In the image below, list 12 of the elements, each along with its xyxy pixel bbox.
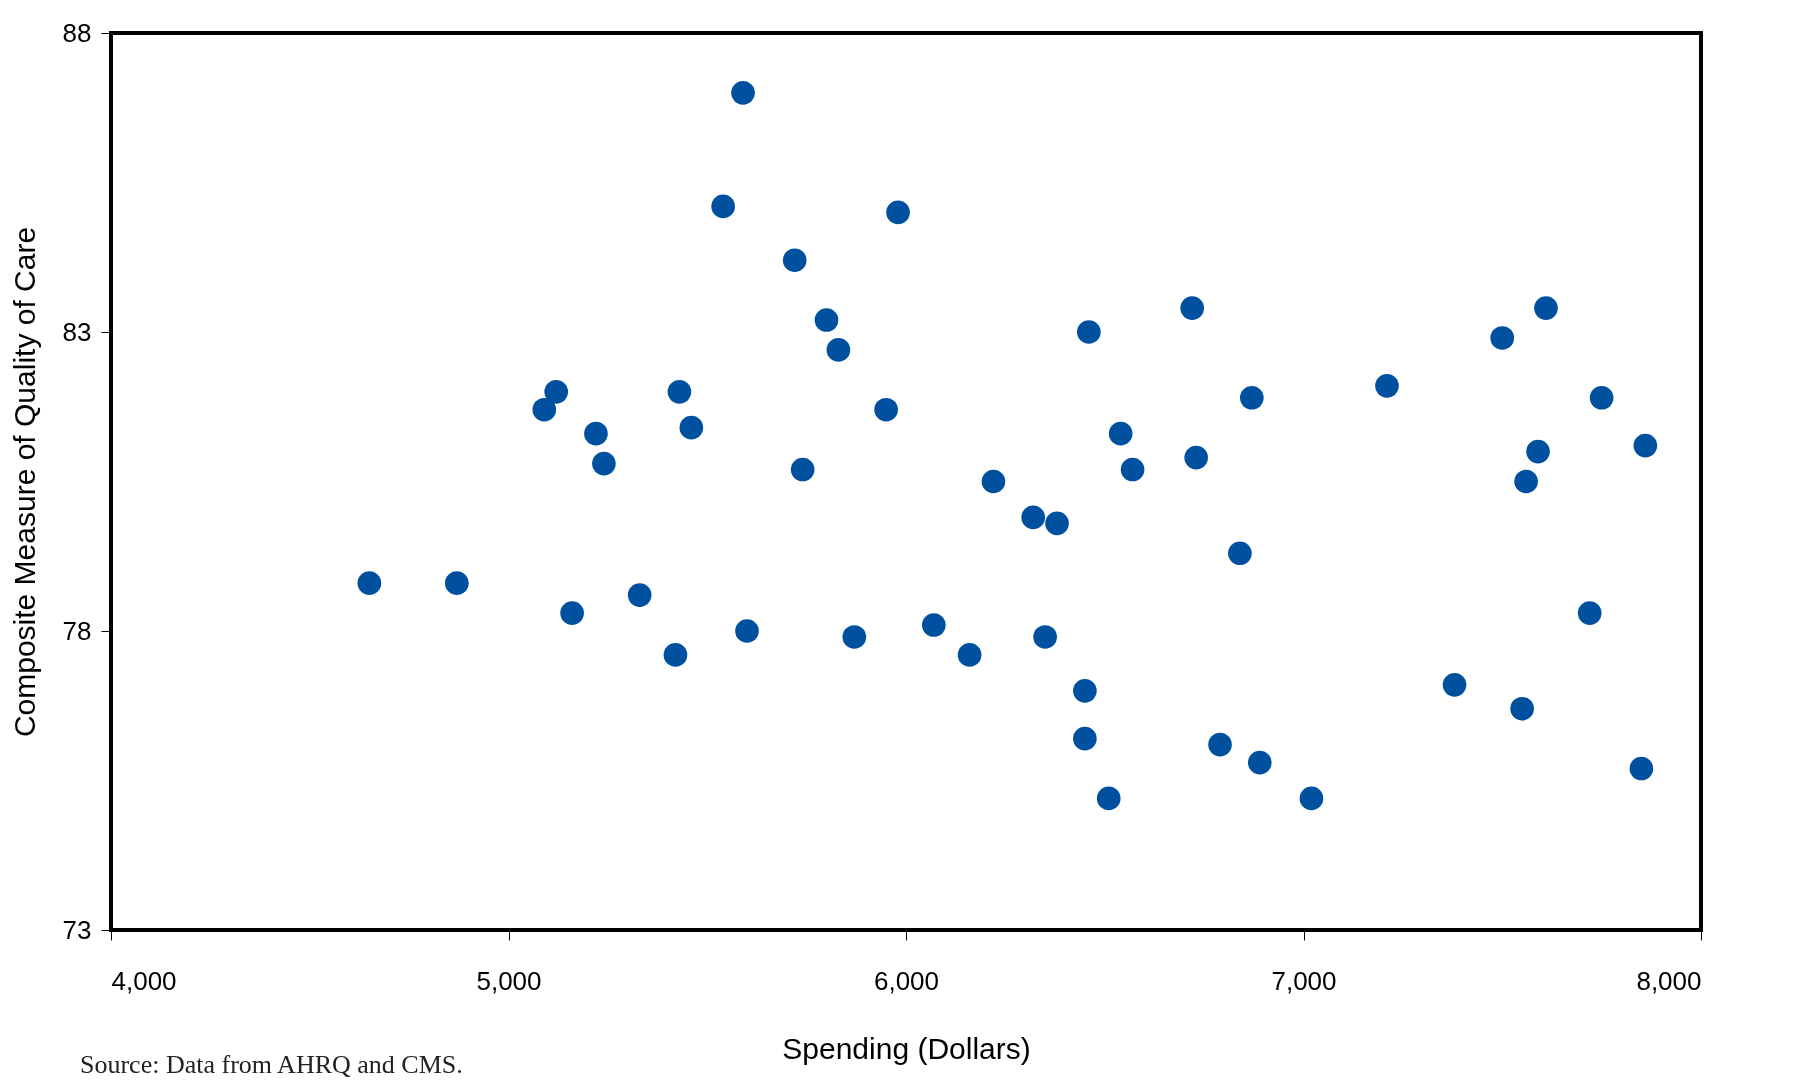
y-tick-label: 88 [62, 17, 92, 48]
x-tick-label: 6,000 [873, 965, 940, 996]
x-tick-label: 8,000 [1636, 965, 1702, 996]
source-note: Source: Data from AHRQ and CMS. [80, 1050, 463, 1080]
y-tick-label: 73 [62, 914, 92, 945]
x-axis-title: Spending (Dollars) [782, 1031, 1031, 1065]
y-tick-label: 78 [62, 615, 92, 646]
y-tick-label: 83 [62, 316, 92, 347]
x-tick-label: 7,000 [1271, 965, 1337, 996]
x-tick-label: 5,000 [476, 965, 542, 996]
x-tick-label: 4,000 [111, 965, 177, 996]
y-axis-title: Composite Measure of Quality of Care [7, 226, 41, 738]
